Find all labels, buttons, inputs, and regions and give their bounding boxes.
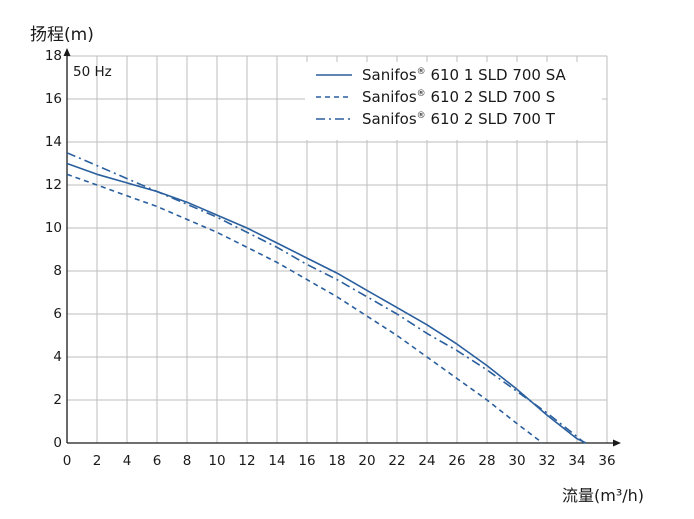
x-tick-label: 8	[183, 453, 192, 469]
x-axis-title: 流量(m³/h)	[562, 486, 645, 505]
x-tick-label: 36	[598, 453, 615, 469]
x-tick-label: 10	[208, 453, 225, 469]
x-tick-label: 34	[568, 453, 585, 469]
legend-background	[305, 62, 602, 140]
y-axis-title: 扬程(m)	[30, 25, 94, 45]
axes	[63, 48, 621, 447]
series-line-3	[66, 152, 586, 444]
y-tick-label: 18	[45, 48, 62, 64]
y-tick-label: 6	[53, 306, 62, 322]
y-tick-label: 8	[53, 263, 62, 279]
series-line-1	[66, 162, 587, 444]
y-axis-arrow	[63, 48, 71, 56]
tick-labels: 0 2 4 6 8 10 12 14 16 18 20 22 24 26 28 30 32 34 360246810…	[45, 48, 616, 469]
legend-label-1: Sanifos® 610 1 SLD 700 SA	[362, 66, 567, 84]
x-tick-label: 2	[93, 453, 102, 469]
x-tick-label: 26	[448, 453, 465, 469]
x-tick-label: 6	[153, 453, 162, 469]
y-tick-label: 4	[53, 349, 62, 365]
x-tick-label: 18	[328, 453, 345, 469]
x-tick-label: 14	[268, 453, 285, 469]
legend-label-2: Sanifos® 610 2 SLD 700 S	[362, 88, 555, 106]
x-tick-label: 0	[63, 453, 72, 469]
x-tick-label: 28	[478, 453, 495, 469]
x-tick-label: 4	[123, 453, 132, 469]
x-tick-label: 16	[298, 453, 315, 469]
y-tick-label: 10	[45, 220, 62, 236]
x-tick-label: 22	[388, 453, 405, 469]
x-tick-label: 32	[538, 453, 555, 469]
x-axis-arrow	[613, 439, 621, 447]
series-line-2	[66, 173, 543, 444]
legend: Sanifos® 610 1 SLD 700 SA Sanifos® 610 2 …	[305, 62, 602, 140]
y-tick-label: 16	[45, 91, 62, 107]
series-lines	[66, 152, 587, 444]
y-tick-label: 2	[53, 392, 62, 408]
x-tick-label: 24	[418, 453, 435, 469]
y-tick-label: 0	[53, 435, 62, 451]
frequency-annotation: 50 Hz	[73, 64, 112, 80]
x-tick-label: 12	[238, 453, 255, 469]
y-tick-label: 12	[45, 177, 62, 193]
x-tick-label: 20	[358, 453, 375, 469]
x-tick-label: 30	[508, 453, 525, 469]
y-tick-label: 14	[45, 134, 62, 150]
legend-label-3: Sanifos® 610 2 SLD 700 T	[362, 110, 556, 128]
